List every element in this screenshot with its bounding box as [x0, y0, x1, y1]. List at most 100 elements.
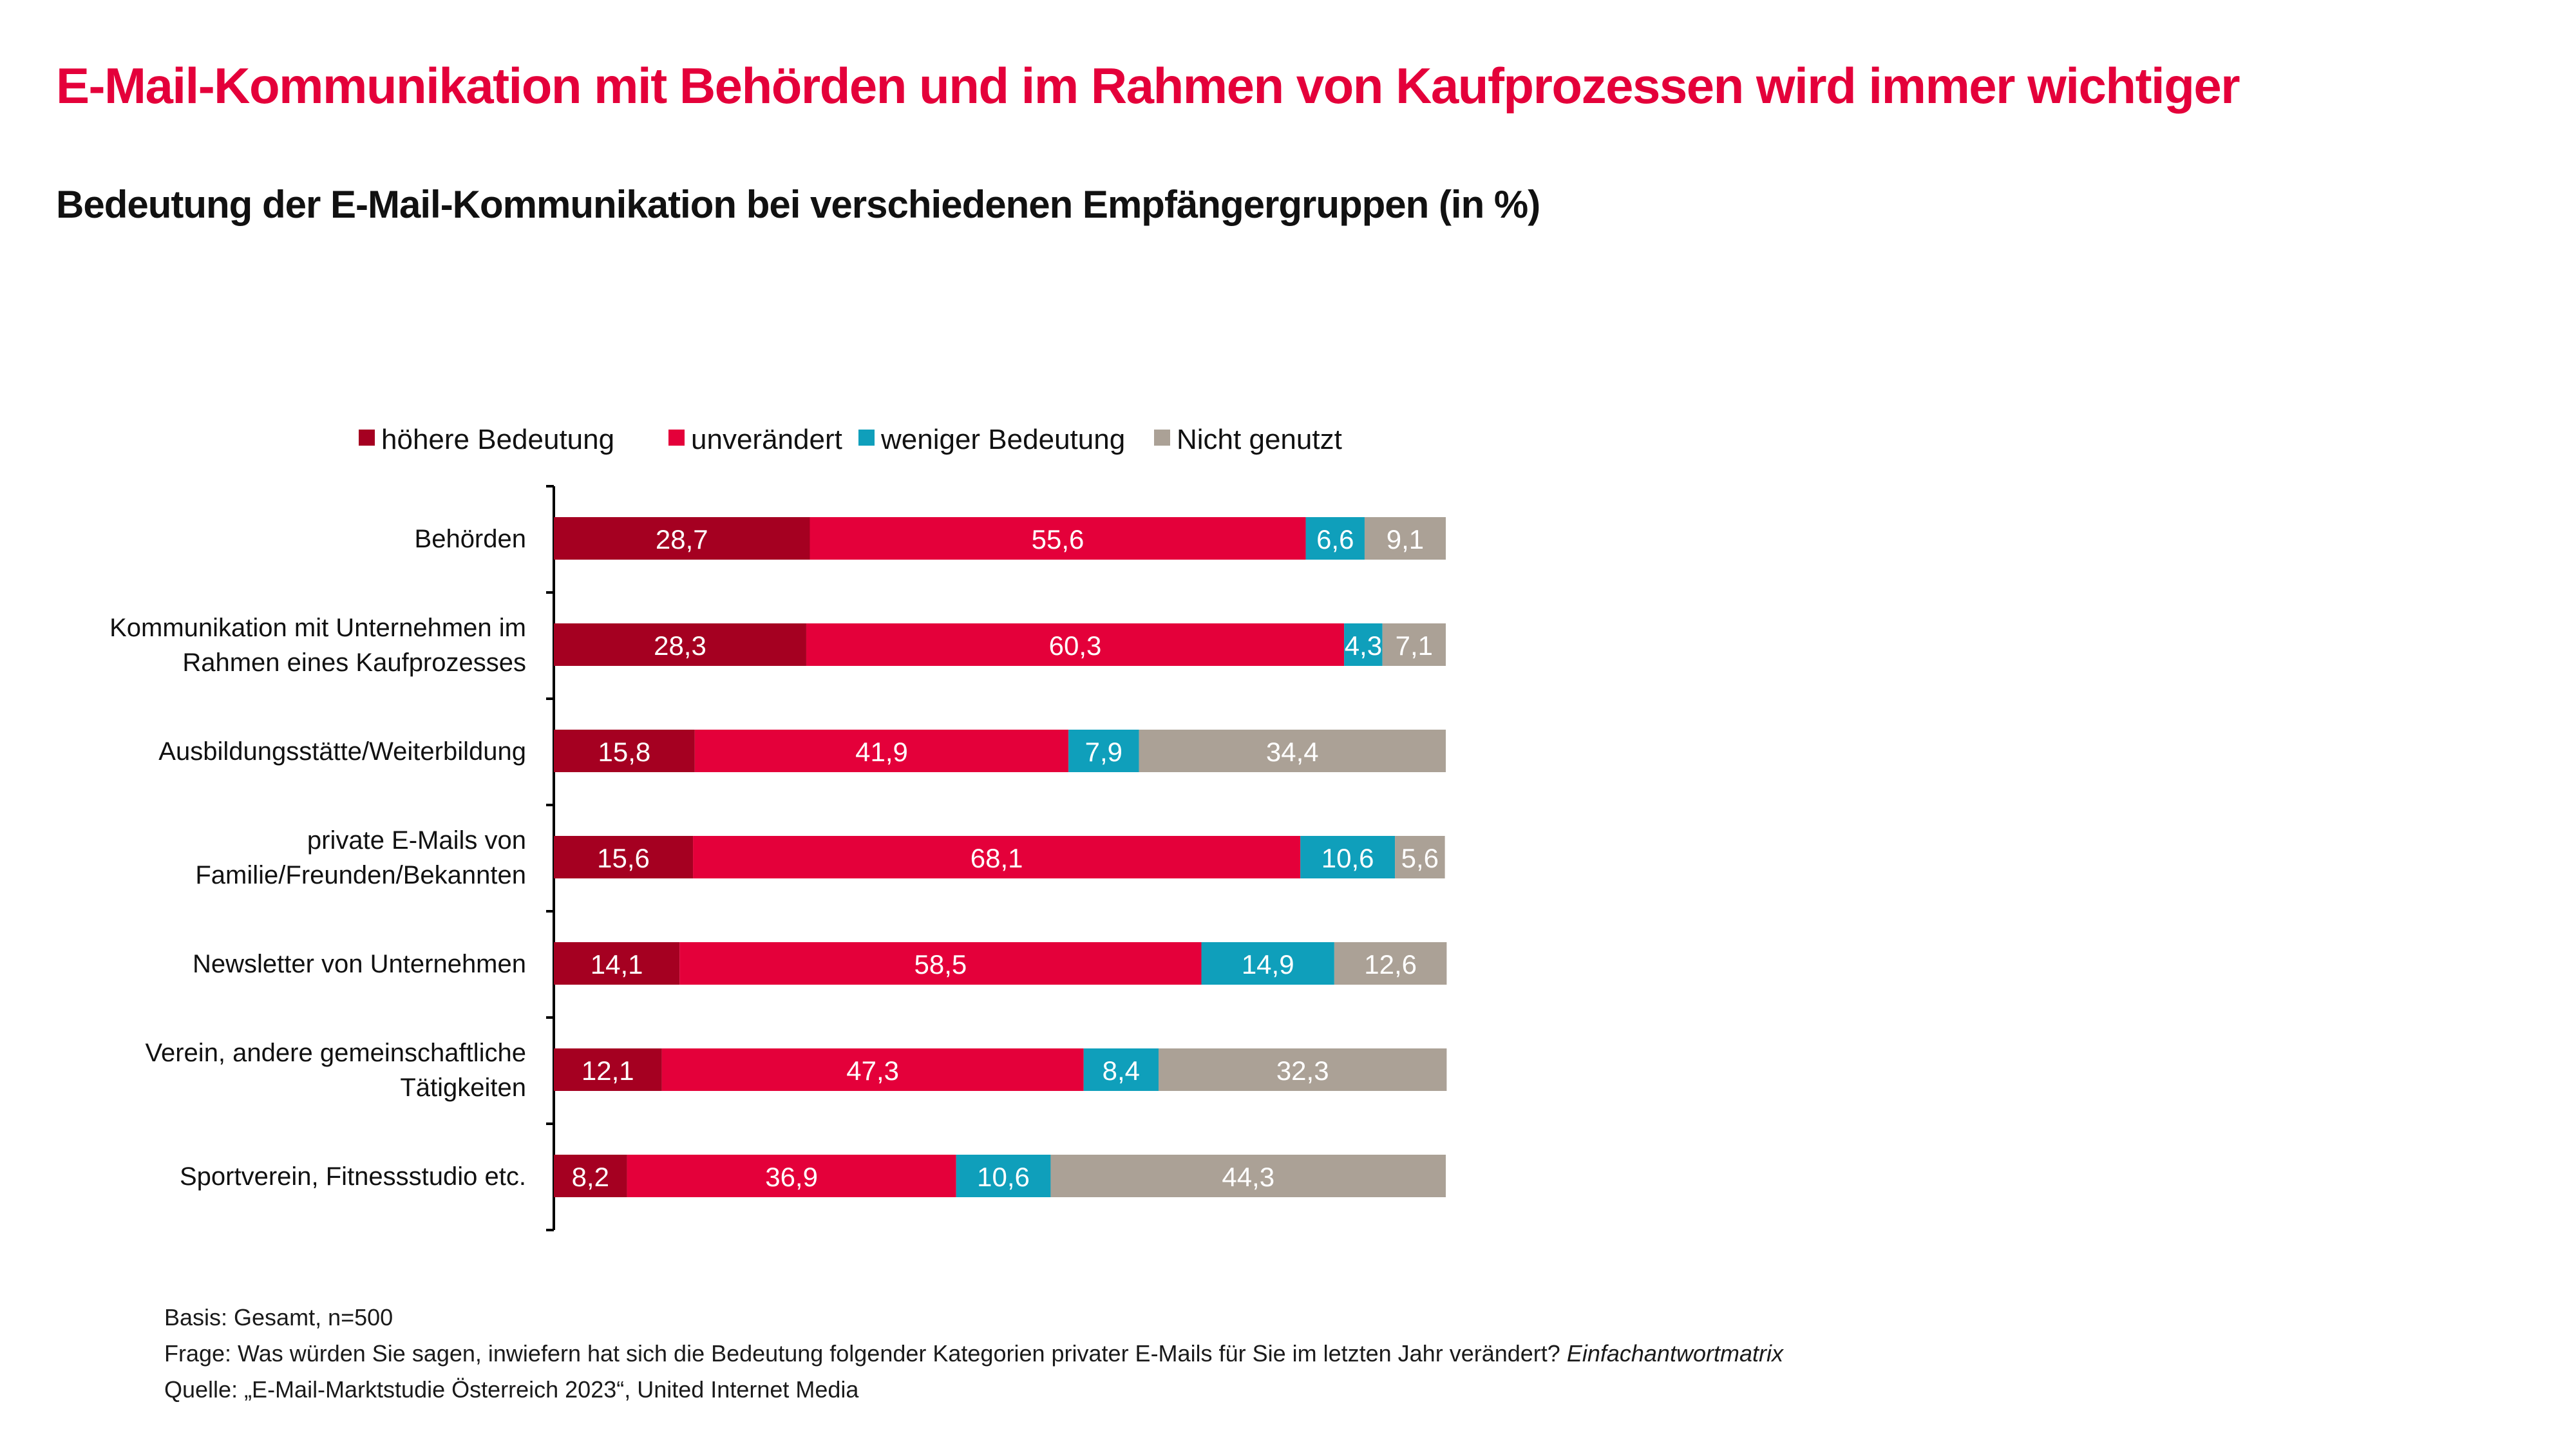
bar-value-label: 8,4 — [1103, 1056, 1140, 1086]
bar-value-label: 34,4 — [1266, 737, 1319, 767]
bar-row: 15,8 41,9 7,9 34,4 — [554, 730, 1446, 772]
bar-value-label: 12,1 — [582, 1056, 634, 1086]
bar-value-label: 28,7 — [656, 524, 708, 554]
legend-item: Nicht genutzt — [1154, 424, 1342, 455]
bar-value-label: 7,9 — [1085, 737, 1122, 767]
bar-segment — [1364, 517, 1446, 560]
category-label-line: Kommunikation mit Unternehmen im — [109, 614, 526, 642]
bar-area: 28,7 55,6 6,6 9,1 28,3 60,3 4,3 7,1 15,8 41,9 7,9 3… — [554, 517, 1447, 1197]
bar-segment — [1305, 517, 1365, 560]
bar-segment — [1201, 942, 1334, 985]
bar-segment — [679, 942, 1202, 985]
category-label-line: Familie/Freunden/Bekannten — [195, 861, 526, 889]
bar-segment — [554, 942, 680, 985]
bar-segment — [554, 730, 695, 772]
legend-label: höhere Bedeutung — [381, 424, 614, 455]
category-label-line: private E-Mails von — [307, 826, 526, 855]
bar-value-label: 8,2 — [572, 1162, 609, 1192]
legend-item: höhere Bedeutung — [359, 424, 614, 455]
bar-segment — [661, 1048, 1084, 1091]
legend-label: unverändert — [691, 424, 842, 455]
bar-row: 12,1 47,3 8,4 32,3 — [554, 1048, 1447, 1091]
chart-subtitle: Bedeutung der E-Mail-Kommunikation bei v… — [56, 183, 1540, 226]
legend-item: weniger Bedeutung — [858, 424, 1125, 455]
bar-row: 14,1 58,5 14,9 12,6 — [554, 942, 1447, 985]
legend-label: weniger Bedeutung — [880, 424, 1125, 455]
category-label-line: Sportverein, Fitnessstudio etc. — [180, 1162, 526, 1191]
bar-segment — [1334, 942, 1447, 985]
bar-value-label: 28,3 — [654, 630, 706, 661]
bar-value-label: 10,6 — [977, 1162, 1030, 1192]
bar-row: 28,3 60,3 4,3 7,1 — [554, 623, 1446, 666]
bar-value-label: 15,8 — [598, 737, 651, 767]
category-label: Newsletter von Unternehmen — [193, 950, 526, 978]
chart-legend: höhere Bedeutung unverändert weniger Bedeu… — [359, 424, 1342, 455]
bar-value-label: 5,6 — [1401, 843, 1439, 873]
category-label: Sportverein, Fitnessstudio etc. — [180, 1162, 526, 1191]
legend-label: Nicht genutzt — [1177, 424, 1342, 455]
bar-segment — [1068, 730, 1139, 772]
category-label: Ausbildungsstätte/Weiterbildung — [158, 737, 526, 766]
bar-segment — [1344, 623, 1383, 666]
bar-value-label: 15,6 — [597, 843, 650, 873]
bar-segment — [554, 1048, 662, 1091]
category-label: Behörden — [415, 525, 526, 553]
category-labels: Behörden Kommunikation mit Unternehmen im… — [109, 525, 526, 1191]
bar-value-label: 32,3 — [1276, 1056, 1329, 1086]
bar-segment — [1159, 1048, 1447, 1091]
bar-value-label: 7,1 — [1396, 630, 1433, 661]
bar-segment — [693, 836, 1301, 878]
bar-segment — [806, 623, 1345, 666]
bar-segment — [554, 623, 806, 666]
bar-segment — [1139, 730, 1446, 772]
bar-value-label: 12,6 — [1364, 949, 1417, 980]
bar-segment — [810, 517, 1306, 560]
footnote-question: Frage: Was würden Sie sagen, inwiefern h… — [164, 1336, 1783, 1372]
bar-value-label: 36,9 — [765, 1162, 818, 1192]
legend-swatch — [1154, 430, 1170, 446]
bar-segment — [694, 730, 1069, 772]
bar-segment — [1050, 1155, 1446, 1197]
bar-segment — [1300, 836, 1396, 878]
bar-value-label: 60,3 — [1049, 630, 1102, 661]
bar-value-label: 6,6 — [1316, 524, 1354, 554]
category-label-line: Tätigkeiten — [400, 1074, 526, 1102]
bar-segment — [554, 1155, 627, 1197]
footnote-source: Quelle: „E-Mail-Marktstudie Österreich 2… — [164, 1376, 859, 1403]
category-label: Verein, andere gemeinschaftliche Tätigkei… — [146, 1039, 526, 1102]
bar-value-label: 47,3 — [846, 1056, 899, 1086]
category-label: private E-Mails von Familie/Freunden/Beka… — [195, 826, 526, 889]
page-title: E-Mail-Kommunikation mit Behörden und im… — [56, 57, 2240, 114]
category-label-line: Behörden — [415, 525, 526, 553]
legend-item: unverändert — [668, 424, 842, 455]
legend-swatch — [668, 430, 685, 446]
bar-segment — [554, 517, 810, 560]
bar-segment — [1382, 623, 1446, 666]
footnote-question-type: Einfachantwortmatrix — [1566, 1340, 1783, 1367]
category-label: Kommunikation mit Unternehmen im Rahmen e… — [109, 614, 526, 677]
bar-value-label: 55,6 — [1032, 524, 1084, 554]
category-label-line: Rahmen eines Kaufprozesses — [182, 649, 526, 677]
bar-segment — [627, 1155, 956, 1197]
category-axis — [546, 485, 555, 1231]
footnote-question-text: Frage: Was würden Sie sagen, inwiefern h… — [164, 1340, 1560, 1367]
legend-swatch — [858, 430, 875, 446]
bar-row: 8,2 36,9 10,6 44,3 — [554, 1155, 1446, 1197]
footnote-basis: Basis: Gesamt, n=500 — [164, 1304, 393, 1331]
bar-value-label: 14,1 — [591, 949, 643, 980]
bar-value-label: 41,9 — [855, 737, 908, 767]
category-label-line: Verein, andere gemeinschaftliche — [146, 1039, 526, 1067]
bar-value-label: 68,1 — [971, 843, 1023, 873]
bar-value-label: 44,3 — [1222, 1162, 1274, 1192]
bar-value-label: 9,1 — [1387, 524, 1424, 554]
bar-segment — [1083, 1048, 1159, 1091]
footnotes: Basis: Gesamt, n=500 Frage: Was würden S… — [164, 1300, 1783, 1408]
category-label-line: Ausbildungsstätte/Weiterbildung — [158, 737, 526, 766]
bar-segment — [956, 1155, 1051, 1197]
bar-value-label: 14,9 — [1242, 949, 1294, 980]
bar-segment — [554, 836, 694, 878]
bar-value-label: 58,5 — [914, 949, 967, 980]
bar-segment — [1395, 836, 1445, 878]
bar-value-label: 4,3 — [1345, 630, 1382, 661]
